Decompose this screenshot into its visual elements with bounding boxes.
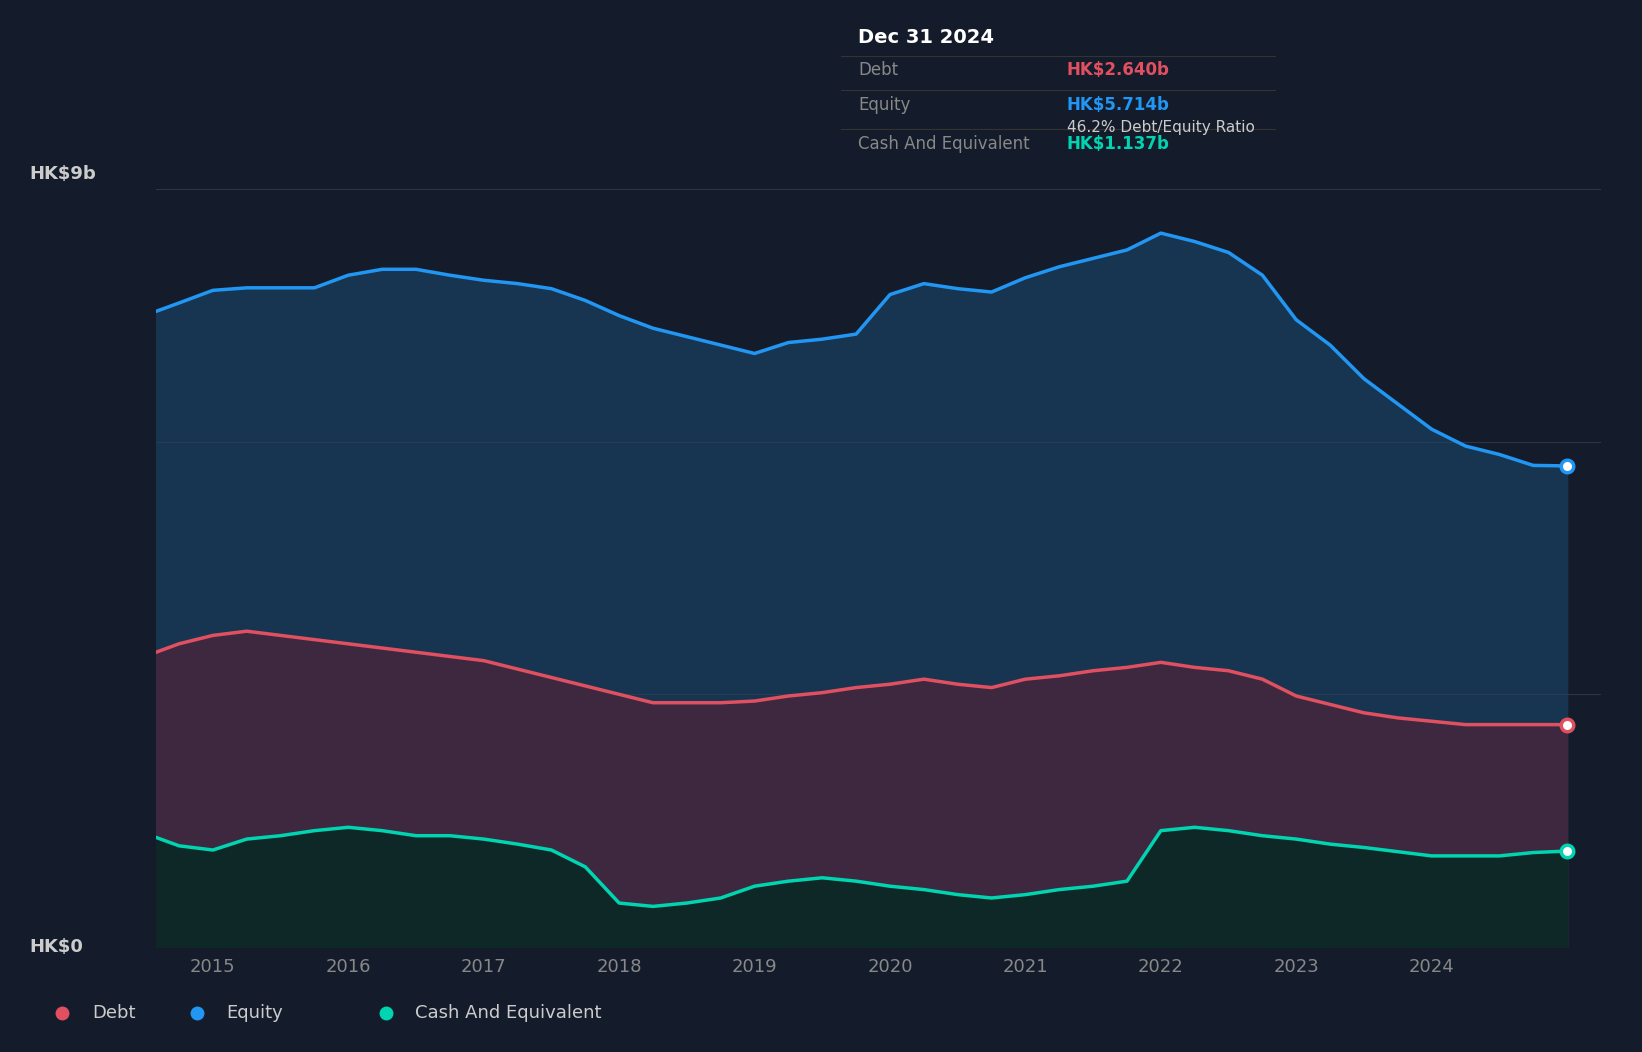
Text: 46.2% Debt/Equity Ratio: 46.2% Debt/Equity Ratio	[1067, 120, 1254, 135]
Text: Dec 31 2024: Dec 31 2024	[859, 28, 993, 47]
Text: Equity: Equity	[227, 1004, 284, 1021]
Text: Cash And Equivalent: Cash And Equivalent	[859, 135, 1030, 153]
Text: Debt: Debt	[92, 1004, 135, 1021]
Text: HK$9b: HK$9b	[30, 164, 97, 183]
Text: HK$2.640b: HK$2.640b	[1067, 61, 1169, 79]
Text: HK$5.714b: HK$5.714b	[1067, 96, 1169, 114]
Text: Equity: Equity	[859, 96, 910, 114]
Text: Debt: Debt	[859, 61, 898, 79]
Text: HK$1.137b: HK$1.137b	[1067, 135, 1169, 153]
Text: HK$0: HK$0	[30, 937, 84, 956]
Text: Cash And Equivalent: Cash And Equivalent	[415, 1004, 603, 1021]
